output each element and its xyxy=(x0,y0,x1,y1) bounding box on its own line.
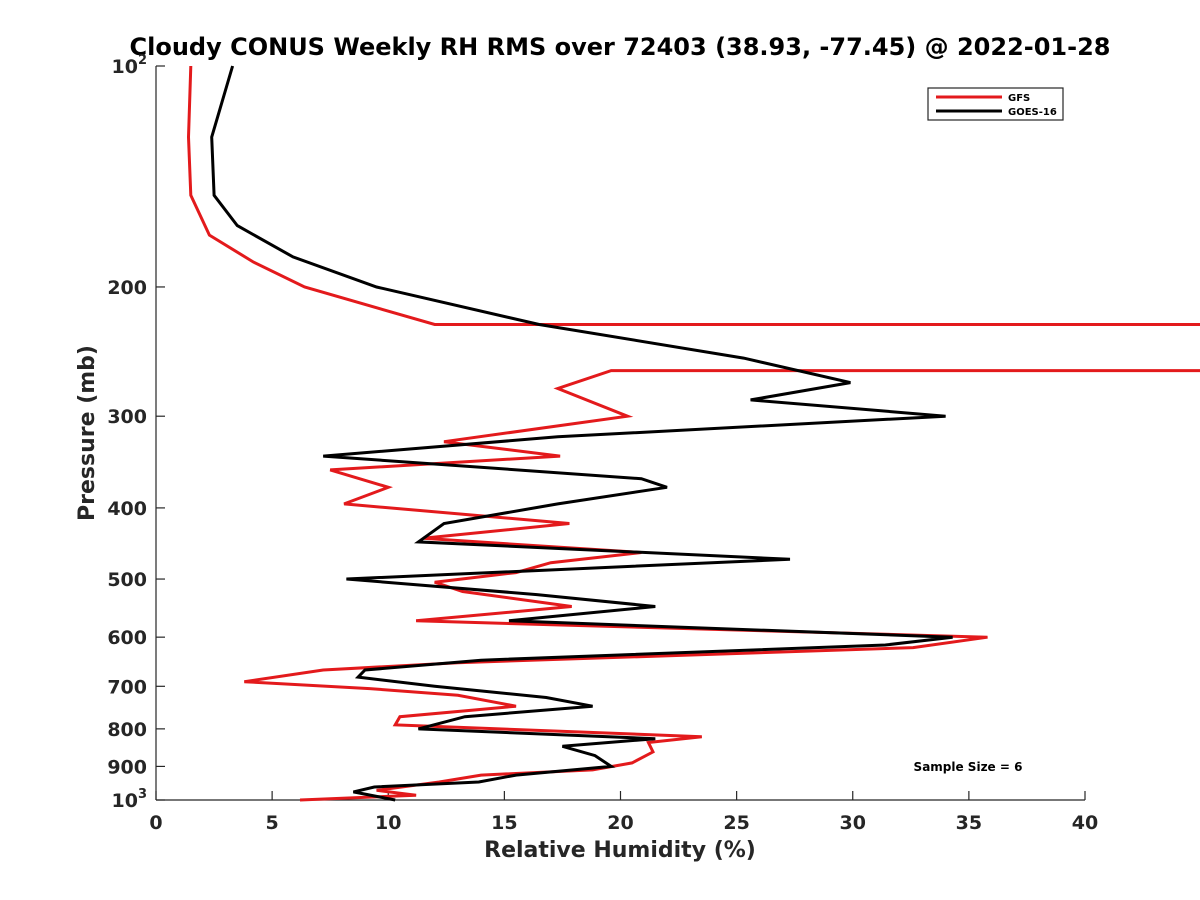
y-tick-label: 102 xyxy=(112,53,148,78)
legend-label: GFS xyxy=(1008,93,1030,104)
chart-title: Cloudy CONUS Weekly RH RMS over 72403 (3… xyxy=(130,33,1111,61)
y-tick-label: 600 xyxy=(107,627,147,649)
sample-size-annotation: Sample Size = 6 xyxy=(914,760,1023,774)
y-tick-label: 500 xyxy=(107,569,147,591)
x-tick-label: 30 xyxy=(840,812,866,834)
series-line-gfs xyxy=(186,65,1200,802)
x-tick-label: 25 xyxy=(723,812,749,834)
x-tick-label: 35 xyxy=(956,812,982,834)
y-tick-label: 103 xyxy=(112,787,148,812)
x-tick-label: 10 xyxy=(375,812,401,834)
y-tick-label: 400 xyxy=(107,498,147,520)
x-tick-label: 5 xyxy=(266,812,279,834)
y-tick-label: 200 xyxy=(107,277,147,299)
y-tick-label: 300 xyxy=(107,406,147,428)
x-tick-label: 15 xyxy=(491,812,517,834)
legend-label: GOES-16 xyxy=(1008,107,1057,118)
y-tick-label: 900 xyxy=(107,756,147,778)
series-line-goes-16 xyxy=(210,65,953,802)
x-tick-label: 0 xyxy=(149,812,162,834)
y-axis-label: Pressure (mb) xyxy=(75,345,100,521)
x-tick-label: 40 xyxy=(1072,812,1098,834)
legend-box xyxy=(927,87,1064,121)
x-axis-label: Relative Humidity (%) xyxy=(484,838,756,863)
y-tick-label: 800 xyxy=(107,719,147,741)
x-tick-label: 20 xyxy=(607,812,633,834)
plot-area: 0 5 10 15 20 25 30 35 40 102 200 300 400 500 600 700 800… xyxy=(107,53,1200,834)
y-tick-label: 700 xyxy=(107,676,147,698)
legend: GFS GOES-16 xyxy=(927,87,1064,121)
